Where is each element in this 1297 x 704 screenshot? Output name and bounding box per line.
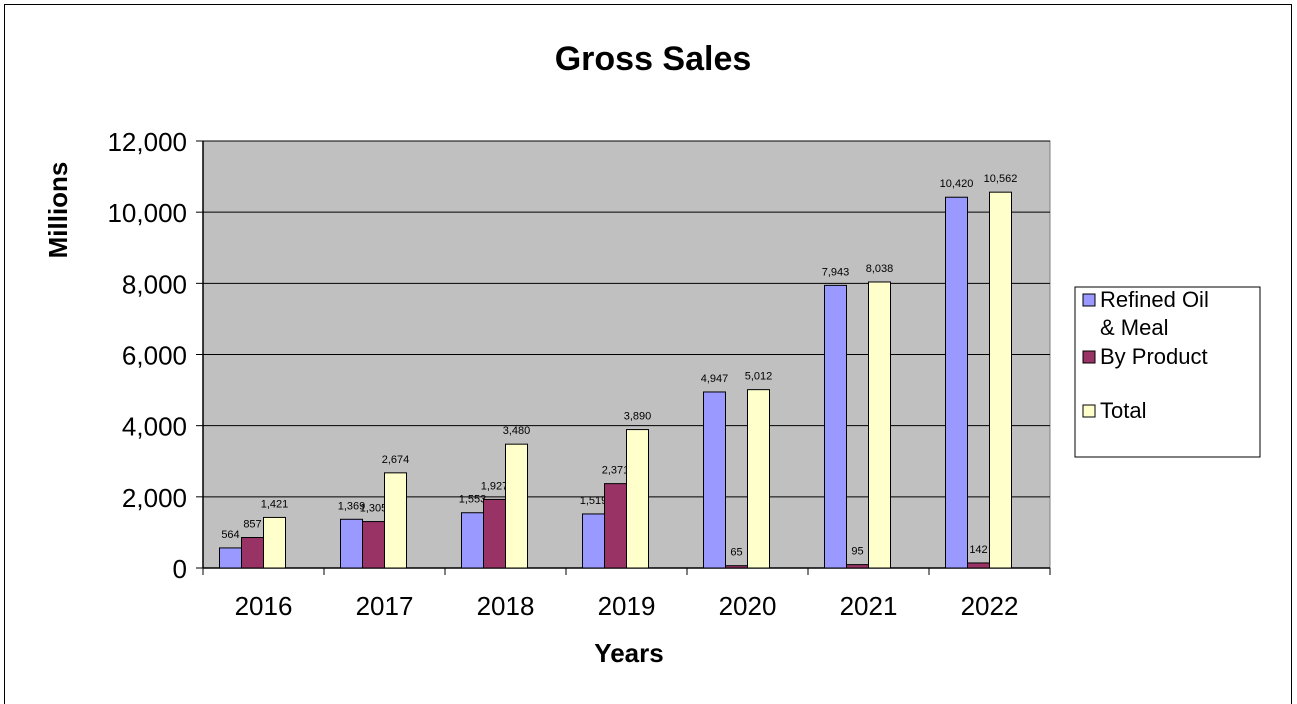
bar-total-2019 <box>626 429 649 569</box>
bar-refined-oil-meal-2020 <box>703 391 726 569</box>
data-label-total-2018: 3,480 <box>503 425 531 437</box>
bar-by-product-2020 <box>725 565 748 569</box>
x-tick-label: 2018 <box>477 591 535 621</box>
bar-total-2017 <box>384 472 407 569</box>
bar-total-2018 <box>505 443 528 569</box>
data-label-total-2016: 1,421 <box>261 498 289 510</box>
bar-total-2020 <box>747 389 770 569</box>
legend-swatch-refined-oil-meal <box>1082 293 1096 307</box>
data-label-refined-oil-meal-2022: 10,420 <box>940 178 974 190</box>
data-label-total-2020: 5,012 <box>745 371 773 383</box>
bar-refined-oil-meal-2017 <box>340 518 363 569</box>
bar-refined-oil-meal-2022 <box>945 196 968 569</box>
legend-label-by-product: By Product <box>1100 344 1208 369</box>
data-label-refined-oil-meal-2021: 7,943 <box>822 266 850 278</box>
bar-total-2016 <box>263 516 286 569</box>
y-tick-label: 4,000 <box>122 412 187 442</box>
chart-frame <box>4 4 1292 704</box>
bar-refined-oil-meal-2016 <box>219 547 242 569</box>
data-label-total-2017: 2,674 <box>382 454 410 466</box>
legend-box <box>1074 286 1261 458</box>
data-label-by-product-2017: 1,305 <box>360 503 388 515</box>
x-tick-label: 2022 <box>961 591 1019 621</box>
data-label-by-product-2019: 2,371 <box>602 465 630 477</box>
data-label-by-product-2018: 1,927 <box>481 480 509 492</box>
legend-label-refined-oil-meal: & Meal <box>1100 315 1168 340</box>
data-label-by-product-2016: 857 <box>243 519 261 531</box>
x-tick-label: 2019 <box>598 591 656 621</box>
y-tick-label: 2,000 <box>122 483 187 513</box>
bar-total-2022 <box>989 191 1012 569</box>
bar-by-product-2016 <box>241 537 264 569</box>
bar-by-product-2017 <box>362 521 385 569</box>
bar-by-product-2021 <box>846 564 869 569</box>
data-label-refined-oil-meal-2016: 564 <box>221 529 239 541</box>
plot-area: 0 2,000 4,000 6,000 8,000 10,000 12,000 2016 564… <box>107 127 1051 621</box>
legend-label-total: Total <box>1100 398 1146 423</box>
bar-refined-oil-meal-2018 <box>461 512 484 569</box>
bar-refined-oil-meal-2019 <box>582 513 605 569</box>
y-tick-label: 10,000 <box>107 198 187 228</box>
bar-by-product-2022 <box>967 562 990 569</box>
data-label-by-product-2021: 95 <box>851 546 863 558</box>
bar-by-product-2018 <box>483 498 506 569</box>
data-label-refined-oil-meal-2018: 1,553 <box>459 494 487 506</box>
legend-swatch-by-product <box>1082 350 1096 364</box>
data-label-by-product-2020: 65 <box>730 547 742 559</box>
legend: Refined Oil & Meal By Product Total <box>1074 286 1261 458</box>
data-label-total-2019: 3,890 <box>624 411 652 423</box>
y-axis-title: Millions <box>43 162 73 259</box>
x-tick-label: 2020 <box>719 591 777 621</box>
data-label-total-2021: 8,038 <box>866 263 894 275</box>
legend-label-refined-oil-meal: Refined Oil <box>1100 287 1209 312</box>
bar-total-2021 <box>868 281 891 569</box>
data-label-refined-oil-meal-2020: 4,947 <box>701 373 729 385</box>
chart-title: Gross Sales <box>555 40 752 78</box>
x-tick-label: 2016 <box>235 591 293 621</box>
y-tick-label: 6,000 <box>122 341 187 371</box>
y-tick-label: 0 <box>173 554 187 584</box>
y-tick-label: 12,000 <box>107 127 187 157</box>
bar-refined-oil-meal-2021 <box>824 284 847 569</box>
y-tick-label: 8,000 <box>122 269 187 299</box>
bar-by-product-2019 <box>604 483 627 569</box>
data-label-refined-oil-meal-2017: 1,369 <box>338 500 366 512</box>
data-label-by-product-2022: 142 <box>969 544 987 556</box>
x-tick-label: 2017 <box>356 591 414 621</box>
x-axis-title: Years <box>594 638 663 668</box>
data-label-refined-oil-meal-2019: 1,519 <box>580 495 608 507</box>
legend-swatch-total <box>1082 404 1096 418</box>
data-label-total-2022: 10,562 <box>984 173 1018 185</box>
x-tick-label: 2021 <box>840 591 898 621</box>
